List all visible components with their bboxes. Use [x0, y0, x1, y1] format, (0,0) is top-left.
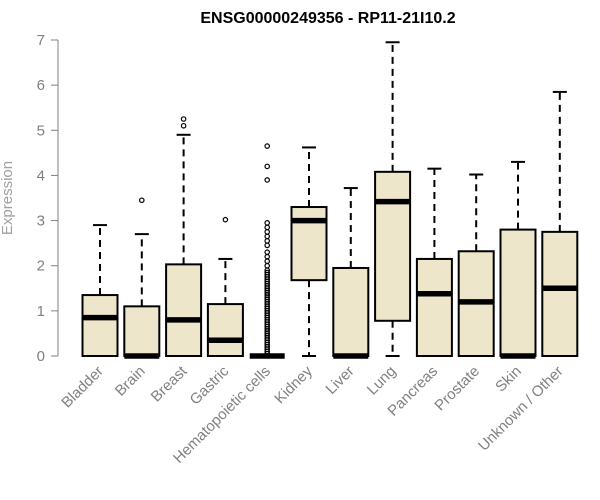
box-pancreas — [415, 167, 453, 358]
box-unknown-other — [541, 90, 579, 358]
box-skin — [499, 160, 537, 359]
y-tick-label: 5 — [37, 122, 45, 139]
x-tick-label: Lung — [364, 363, 400, 399]
outlier-point — [222, 216, 229, 223]
outlier-point — [180, 122, 187, 129]
box-iqr — [415, 257, 453, 358]
x-tick-label: Bladder — [58, 363, 107, 412]
box-iqr — [81, 294, 119, 357]
x-tick-label: Skin — [492, 363, 525, 396]
outlier-point — [264, 242, 271, 249]
outlier-point — [264, 163, 271, 170]
box-iqr — [165, 263, 203, 357]
box-gastric — [206, 216, 244, 358]
outlier-point — [264, 253, 271, 260]
box-brain — [123, 197, 161, 359]
outlier-point — [264, 249, 271, 255]
boxes-group — [81, 41, 579, 359]
y-axis-label: Expression — [0, 161, 16, 235]
box-iqr — [332, 266, 370, 358]
y-tick-label: 2 — [37, 258, 45, 275]
box-kidney — [290, 146, 328, 357]
outlier-point — [264, 220, 271, 226]
box-iqr — [499, 228, 537, 358]
y-tick-label: 0 — [37, 348, 45, 365]
outlier-point — [180, 116, 187, 122]
outlier-point — [264, 143, 271, 149]
box-iqr — [374, 170, 412, 322]
box-hematopoietic-cells — [249, 143, 285, 359]
outlier-point — [264, 177, 271, 183]
box-breast — [165, 116, 203, 357]
box-liver — [332, 187, 370, 359]
y-axis: 0 1 2 3 4 5 6 7 — [37, 32, 59, 365]
box-iqr — [206, 303, 244, 358]
box-iqr — [541, 230, 579, 358]
x-tick-label: Kidney — [271, 362, 316, 407]
outlier-point — [264, 269, 271, 276]
chart-title: ENSG00000249356 - RP11-21I10.2 — [200, 10, 455, 27]
y-tick-label: 1 — [37, 303, 45, 320]
x-tick-label: Brain — [112, 363, 149, 400]
outlier-point — [139, 197, 145, 204]
outlier-point — [264, 229, 271, 235]
y-tick-label: 6 — [37, 77, 45, 94]
y-tick-label: 3 — [37, 213, 45, 230]
y-tick-label: 7 — [37, 32, 45, 49]
outlier-point — [264, 258, 271, 265]
outlier-point — [264, 262, 271, 269]
box-iqr — [123, 305, 161, 358]
box-lung — [374, 41, 412, 357]
x-tick-label: Prostate — [431, 363, 483, 415]
box-bladder — [81, 224, 119, 357]
x-tick-label: Breast — [148, 362, 191, 405]
x-tick-label: Liver — [323, 363, 358, 398]
outlier-point — [264, 233, 271, 240]
outlier-point — [264, 224, 271, 231]
box-prostate — [457, 173, 495, 357]
outlier-point — [264, 238, 271, 244]
y-tick-label: 4 — [37, 167, 45, 184]
